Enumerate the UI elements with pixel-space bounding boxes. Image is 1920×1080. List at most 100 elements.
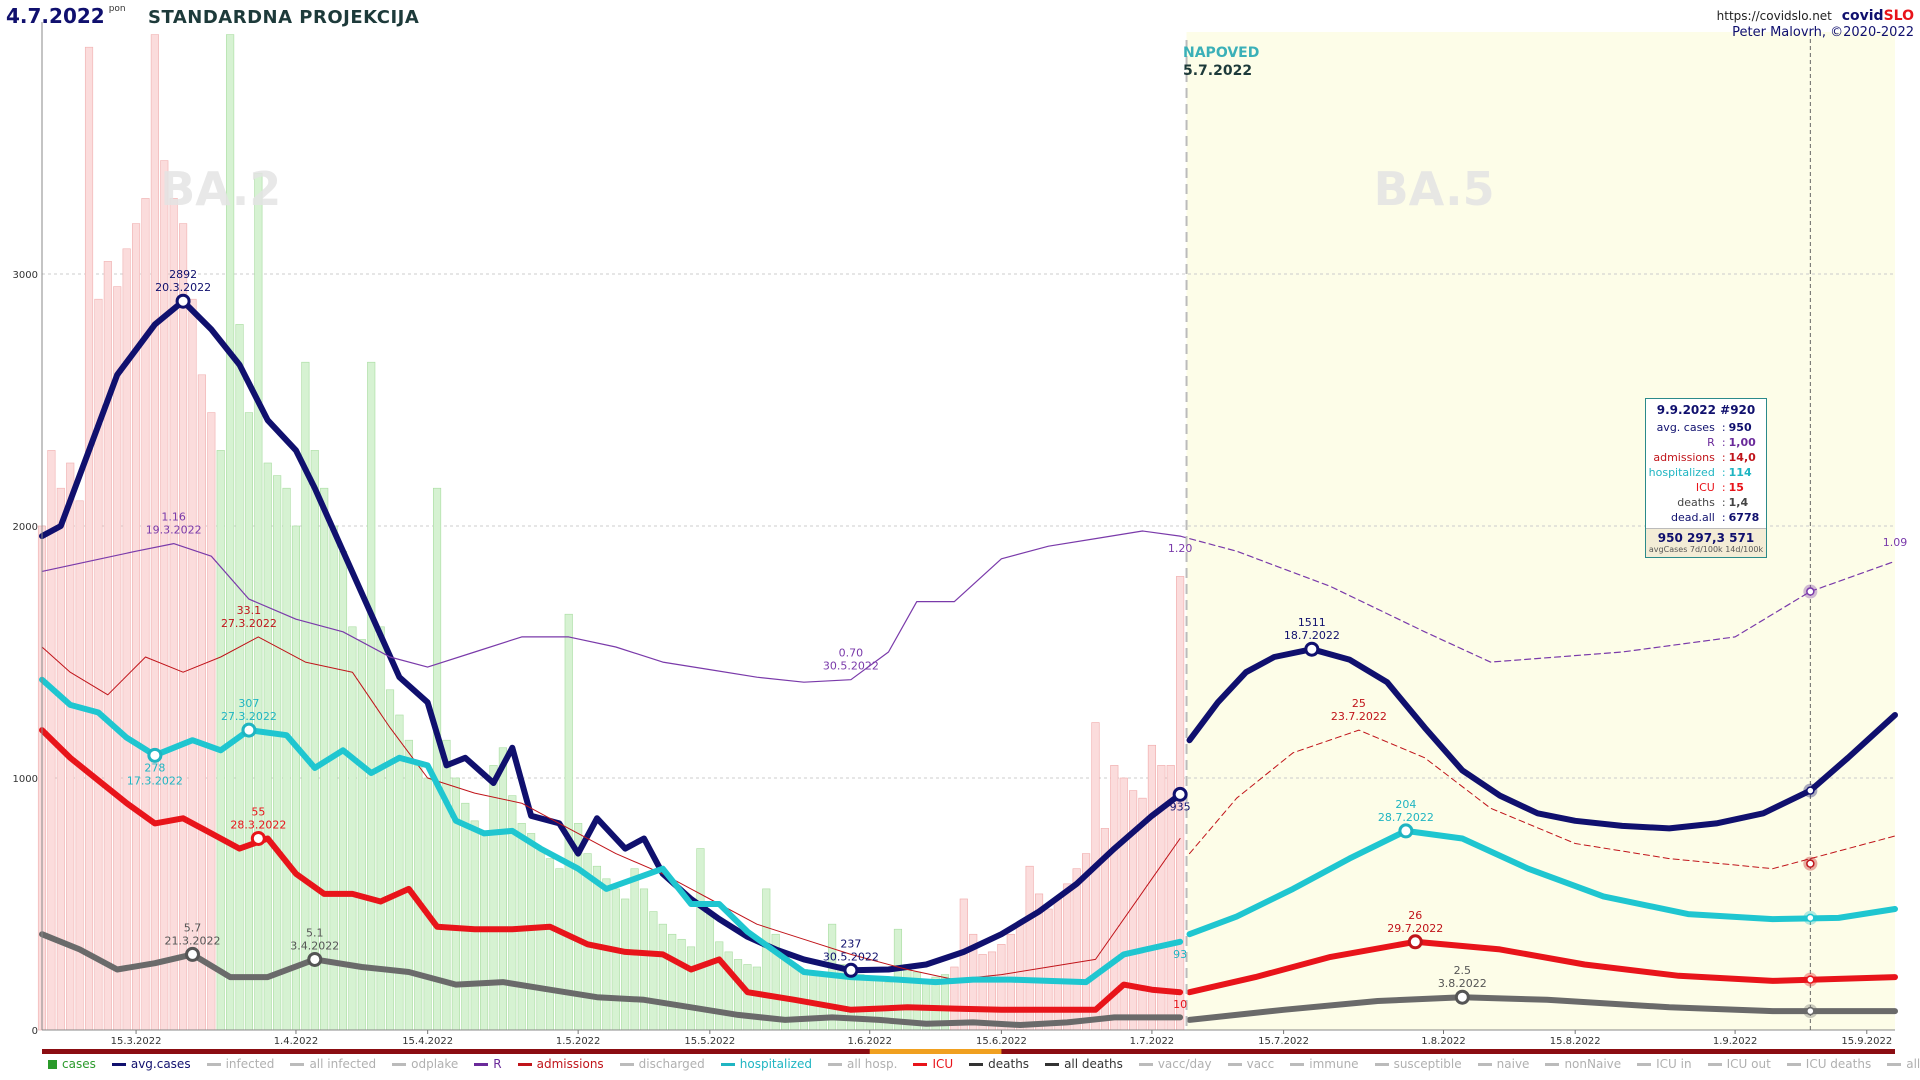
legend-item[interactable]: ICU deaths <box>1779 1054 1879 1074</box>
legend-item[interactable]: ICU <box>905 1054 961 1074</box>
legend-item[interactable]: ICU in <box>1629 1054 1699 1074</box>
tooltip-foot-labels: avgCases 7d/100k 14d/100k <box>1648 545 1764 554</box>
tooltip-value: 1,4 <box>1728 496 1749 509</box>
legend-label: admissions <box>536 1057 604 1071</box>
annotation-label: 30.5.2022 <box>823 950 879 963</box>
line-swatch-icon <box>111 1062 126 1066</box>
x-tick-label: 1.6.2022 <box>847 1036 892 1047</box>
case-bar <box>696 848 705 1031</box>
case-bar <box>338 550 348 1031</box>
annotation-label: 237 <box>840 937 861 950</box>
legend-item[interactable]: all hosp. <box>820 1054 905 1074</box>
legend-item[interactable]: all ICU <box>1879 1054 1920 1074</box>
case-bar <box>348 626 357 1031</box>
case-bar <box>282 487 291 1031</box>
series-line-icu <box>39 727 1184 1013</box>
annotation-label: 1.16 <box>161 511 186 524</box>
annotation-label: 26 <box>1408 909 1422 922</box>
peak-marker <box>1172 786 1188 802</box>
line-swatch-icon <box>720 1062 735 1066</box>
legend-item[interactable]: naive <box>1470 1054 1538 1074</box>
annotation-label: 1.20 <box>1168 542 1193 555</box>
legend-label: deaths <box>988 1057 1030 1071</box>
legend-item[interactable]: vacc/day <box>1131 1054 1220 1074</box>
series-line-hospF <box>1186 827 1898 938</box>
tooltip-value: 950 <box>1728 421 1752 434</box>
legend-item[interactable]: cases <box>40 1054 104 1074</box>
legend-label: ICU deaths <box>1805 1057 1872 1071</box>
tooltip-value: 1,00 <box>1728 436 1756 449</box>
legend-label: nonNaive <box>1564 1057 1622 1071</box>
annotation-label: 5.7 <box>184 921 202 934</box>
case-bar <box>273 475 282 1031</box>
tooltip-row: dead.all:6778 <box>1646 510 1766 525</box>
x-tick-label: 1.8.2022 <box>1421 1036 1466 1047</box>
legend-item[interactable]: susceptible <box>1367 1054 1470 1074</box>
peak-marker <box>307 951 323 967</box>
legend-item[interactable]: admissions <box>510 1054 612 1074</box>
forecast-label: NAPOVED 5.7.2022 <box>1183 45 1259 79</box>
case-bar <box>1091 722 1100 1031</box>
annotation-label: 28.7.2022 <box>1378 811 1434 824</box>
x-tick-label: 1.9.2022 <box>1713 1036 1758 1047</box>
legend-item[interactable]: odplake <box>384 1054 466 1074</box>
source-url[interactable]: https://covidslo.net <box>1716 9 1832 23</box>
legend-item[interactable]: vacc <box>1220 1054 1283 1074</box>
line-swatch-icon <box>1545 1062 1560 1066</box>
case-bar <box>94 298 103 1031</box>
peak-marker <box>1398 823 1414 839</box>
tooltip-key: ICU <box>1695 481 1715 494</box>
series-line-deathsF <box>1186 994 1898 1023</box>
cursor-marker <box>1806 859 1815 868</box>
legend-item[interactable]: avg.cases <box>104 1054 199 1074</box>
annotation-label: 29.7.2022 <box>1387 922 1443 935</box>
forecast-date: 5.7.2022 <box>1183 63 1253 79</box>
legend-item[interactable]: deaths <box>961 1054 1037 1074</box>
case-bar <box>329 525 338 1031</box>
author-credit: Peter Malovrh, ©2020-2022 <box>1732 25 1914 40</box>
annotation-label: 19.3.2022 <box>146 524 202 537</box>
case-bar <box>461 802 470 1031</box>
case-bar <box>385 689 395 1031</box>
legend-label: susceptible <box>1393 1057 1462 1071</box>
y-tick-label: 0 <box>32 1026 38 1037</box>
tooltip-row: deaths:1,4 <box>1646 495 1766 510</box>
case-bar <box>715 941 724 1031</box>
line-swatch-icon <box>1477 1062 1492 1066</box>
annotation-label: 27.3.2022 <box>221 710 277 723</box>
case-bar <box>498 747 507 1031</box>
legend-label: ICU in <box>1656 1057 1692 1071</box>
legend-label: ICU <box>932 1057 954 1071</box>
annotation-label: 18.7.2022 <box>1284 629 1340 642</box>
case-bar <box>527 833 536 1031</box>
annotation-label: 27.3.2022 <box>221 617 277 630</box>
legend-item[interactable]: immune <box>1282 1054 1366 1074</box>
legend-item[interactable]: infected <box>199 1054 283 1074</box>
brand-covid: covid <box>1841 8 1884 24</box>
hover-tooltip: 9.9.2022 #920 avg. cases:950 R:1,00 admiss… <box>1645 398 1767 558</box>
forecast-region <box>1186 32 1895 1030</box>
legend-item[interactable]: nonNaive <box>1537 1054 1629 1074</box>
annotation-label: 1511 <box>1298 616 1326 629</box>
peak-marker <box>184 946 200 962</box>
case-bar <box>263 462 272 1031</box>
line-swatch-icon <box>1290 1062 1305 1066</box>
annotation-label: 0.70 <box>839 647 864 660</box>
legend-label: vacc <box>1246 1057 1275 1071</box>
annotation-label: 2.5 <box>1454 964 1472 977</box>
annotation-label: 21.3.2022 <box>165 934 221 947</box>
legend-item[interactable]: hospitalized <box>713 1054 820 1074</box>
legend-item[interactable]: discharged <box>612 1054 713 1074</box>
case-bar <box>357 639 366 1031</box>
line-swatch-icon <box>969 1062 984 1066</box>
legend-item[interactable]: all infected <box>282 1054 384 1074</box>
series-line-hosp <box>39 676 1184 986</box>
legend-item[interactable]: ICU out <box>1700 1054 1779 1074</box>
series-line-RF <box>1179 535 1896 663</box>
x-tick-label: 15.8.2022 <box>1550 1036 1601 1047</box>
peak-marker <box>843 962 859 978</box>
legend-item[interactable]: all deaths <box>1037 1054 1131 1074</box>
case-bar <box>1138 797 1147 1031</box>
legend-item[interactable]: R <box>466 1054 509 1074</box>
case-bar <box>762 888 771 1031</box>
